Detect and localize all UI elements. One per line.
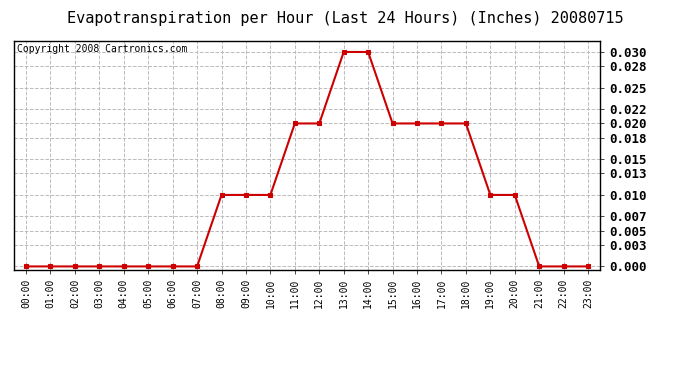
Text: Copyright 2008 Cartronics.com: Copyright 2008 Cartronics.com (17, 44, 187, 54)
Text: Evapotranspiration per Hour (Last 24 Hours) (Inches) 20080715: Evapotranspiration per Hour (Last 24 Hou… (67, 11, 623, 26)
